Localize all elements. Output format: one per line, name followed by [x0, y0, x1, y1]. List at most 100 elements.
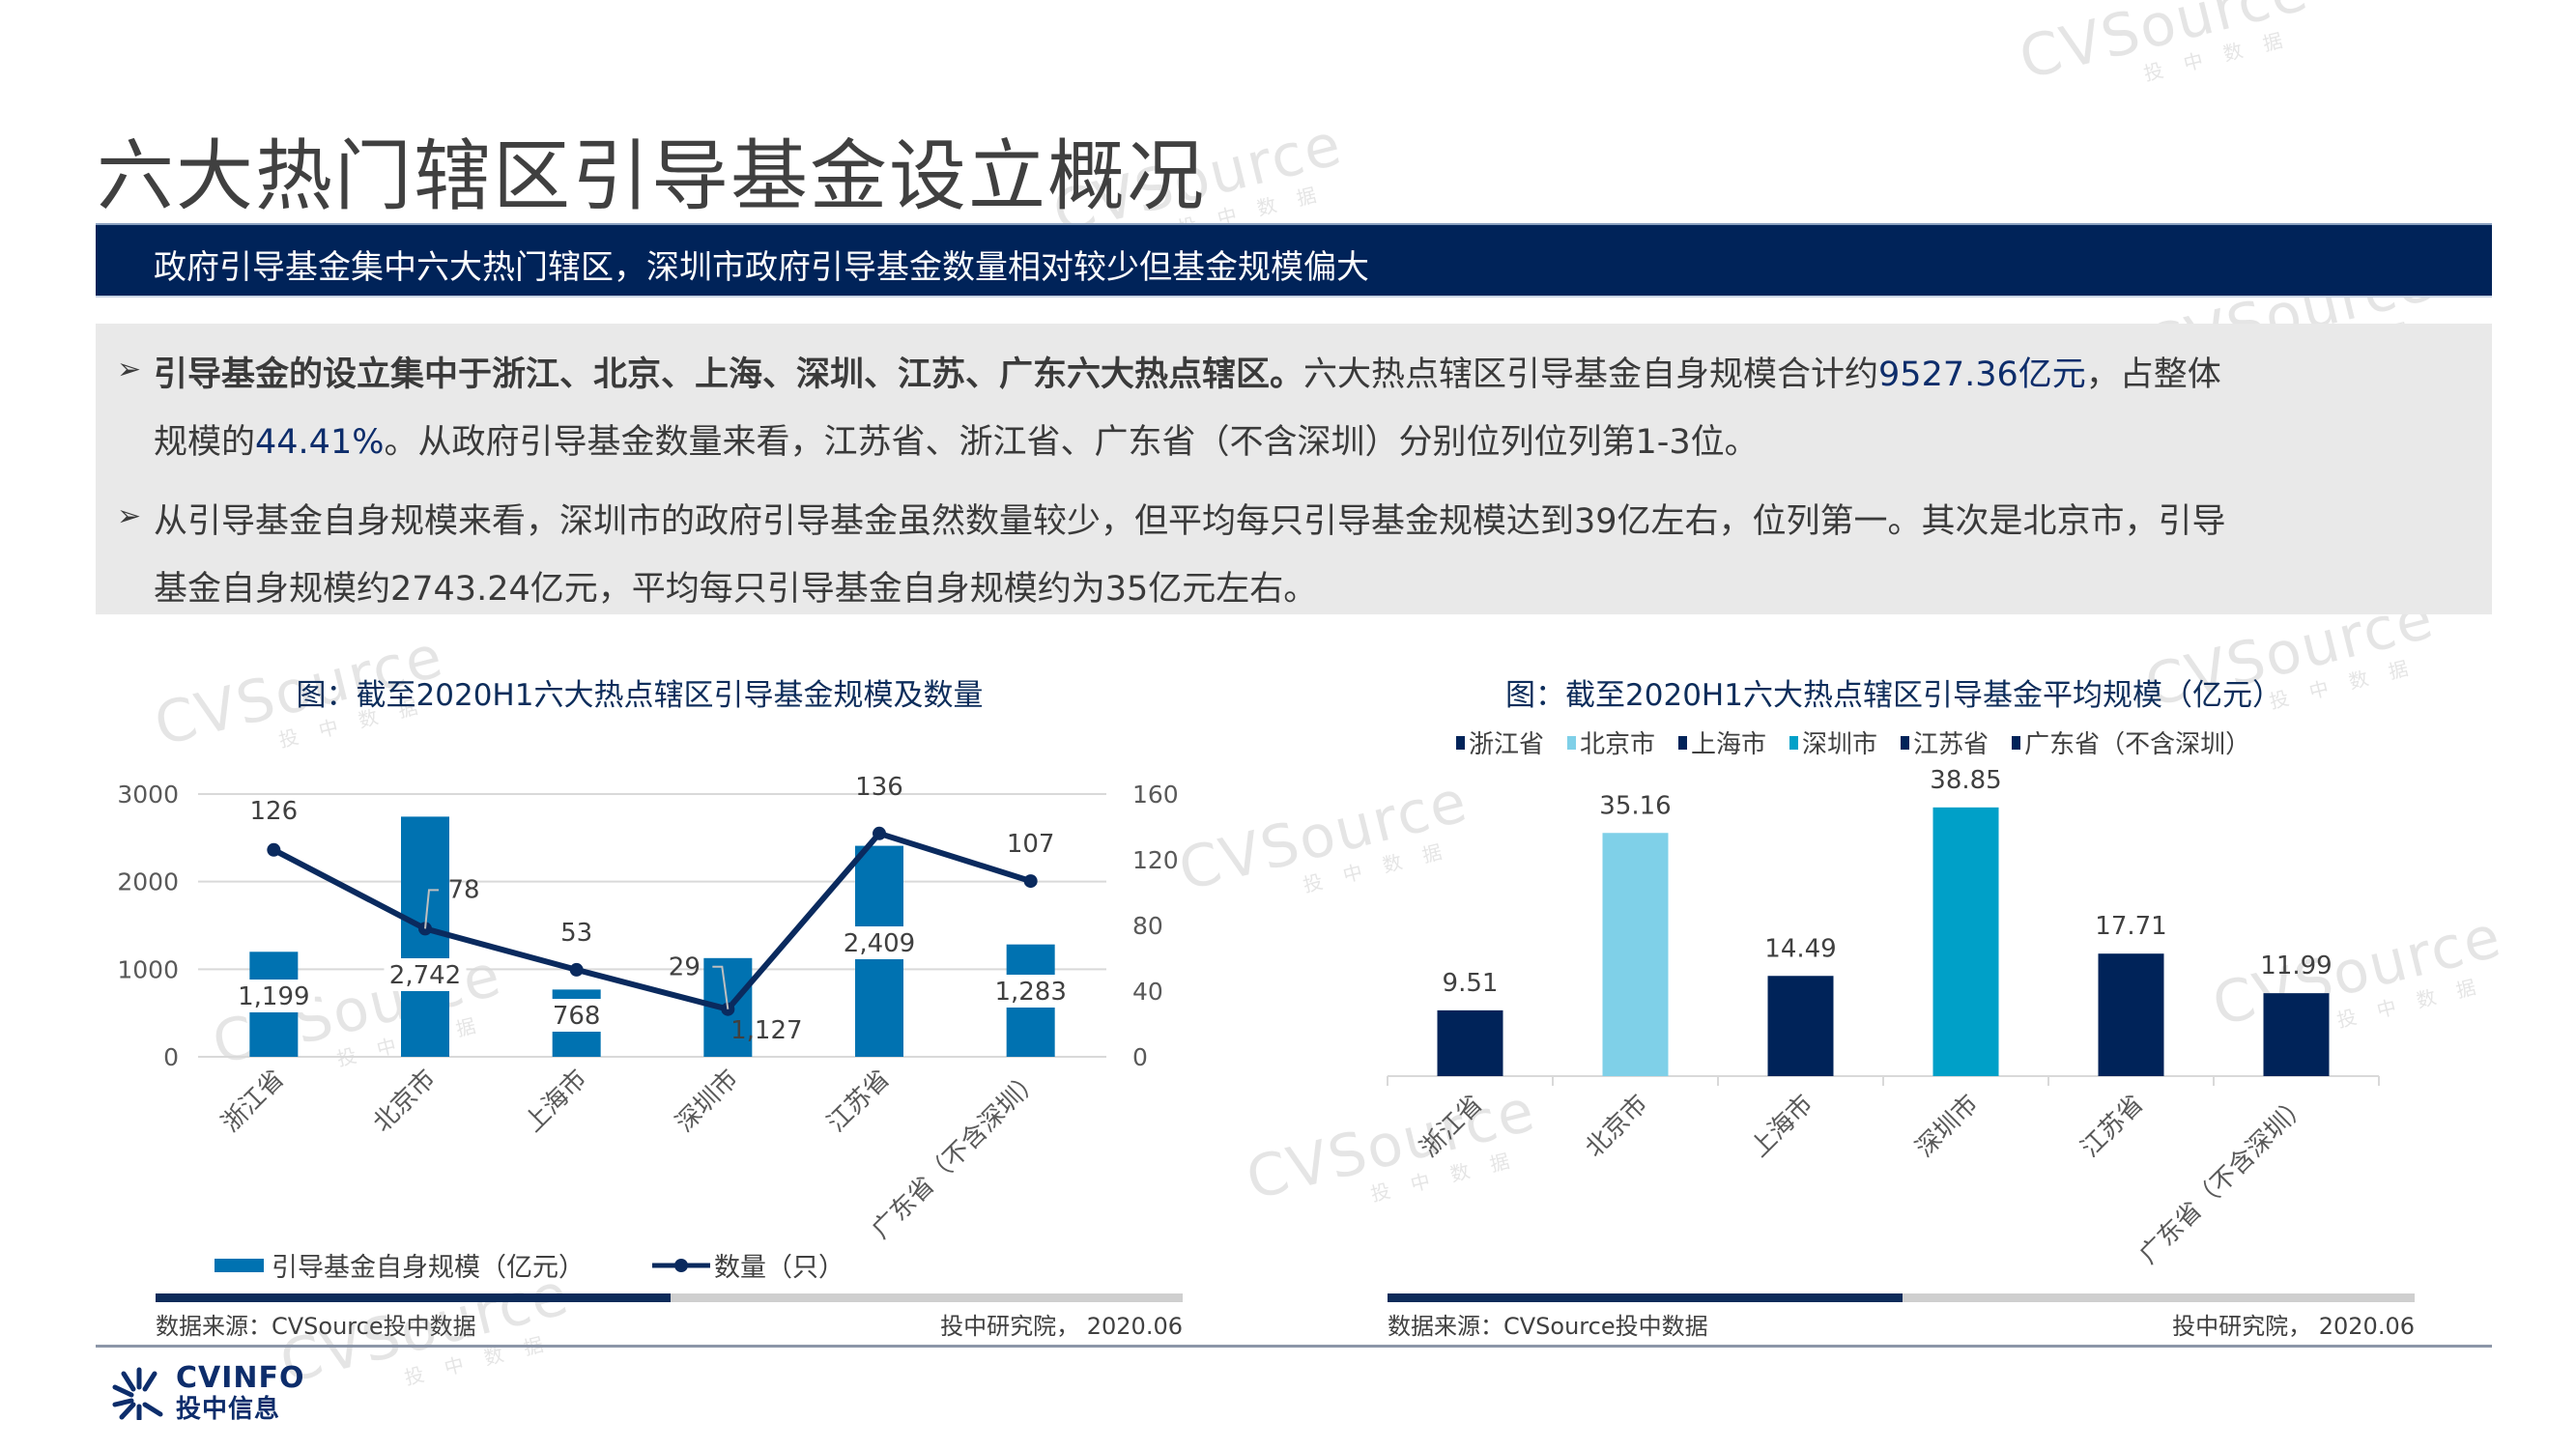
legend-item: 上海市 — [1678, 724, 1766, 760]
y-left-tick: 3000 — [117, 781, 179, 809]
y-right-tick: 80 — [1132, 912, 1163, 940]
bar-value-label: 9.51 — [1443, 969, 1499, 998]
legend-item: 江苏省 — [1901, 724, 1989, 760]
legend-label: 浙江省 — [1469, 730, 1545, 759]
bar — [1437, 1009, 1503, 1076]
line-marker — [873, 826, 886, 840]
x-category-label: 北京市 — [368, 1065, 442, 1138]
company-logo: CVINFO 投中信息 — [112, 1364, 305, 1422]
legend-label: 上海市 — [1691, 730, 1767, 759]
x-category-label: 深圳市 — [1910, 1090, 1984, 1163]
legend-label: 广东省（不含深圳） — [2024, 730, 2251, 759]
chart-title-left: 图：截至2020H1六大热点辖区引导基金规模及数量 — [296, 678, 984, 713]
legend-swatch — [1678, 735, 1688, 750]
line-marker — [569, 962, 584, 977]
summary-line: 规模的44.41%。从政府引导基金数量来看，江苏省、浙江省、广东省（不含深圳）分… — [154, 423, 1759, 462]
legend-label: 江苏省 — [1913, 730, 1989, 759]
bar-value-label: 2,409 — [844, 929, 915, 958]
legend-swatch — [1901, 735, 1910, 750]
bar-value-label: 14.49 — [1764, 934, 1836, 963]
bar-value-label: 1,127 — [730, 1016, 802, 1045]
legend-left: 引导基金自身规模（亿元） 数量（只） — [215, 1246, 844, 1284]
credit-left: 投中研究院， 2020.06 — [940, 1313, 1183, 1340]
highlight-percent: 44.41% — [255, 423, 385, 462]
line-value-label: 126 — [250, 797, 299, 826]
x-category-label: 上海市 — [519, 1065, 592, 1138]
bar-value-label: 2,742 — [389, 961, 461, 990]
legend-label: 深圳市 — [1802, 730, 1878, 759]
x-category-label: 广东省（不含深圳） — [2134, 1090, 2315, 1270]
divider-bar-light — [1903, 1293, 2415, 1302]
y-left-tick: 0 — [163, 1043, 179, 1071]
bar-value-label: 11.99 — [2260, 952, 2332, 980]
bar — [2263, 993, 2330, 1076]
legend-item: 广东省（不含深圳） — [2012, 724, 2250, 760]
y-right-tick: 0 — [1132, 1043, 1148, 1071]
bar-chart-average-scale: 9.51 浙江省 35.16 北京市 14.49 上海市 38.85 深圳市 17.71 江苏省 1… — [1387, 766, 2380, 1270]
headline-banner: 政府引导基金集中六大热门辖区，深圳市政府引导基金数量相对较少但基金规模偏大 — [96, 223, 2492, 298]
x-category-label: 浙江省 — [216, 1065, 290, 1138]
logo-text-en: CVINFO — [176, 1361, 305, 1395]
bullet-arrow-icon: ➢ — [117, 499, 142, 533]
line-marker — [267, 842, 281, 857]
page-title: 六大热门辖区引导基金设立概况 — [97, 131, 1206, 221]
bar — [2098, 953, 2164, 1076]
line-value-label: 107 — [1007, 830, 1055, 859]
bullet-arrow-icon: ➢ — [117, 353, 142, 386]
x-category-label: 浙江省 — [1415, 1090, 1488, 1163]
data-source-right: 数据来源：CVSource投中数据 — [1388, 1313, 1708, 1340]
legend-swatch — [2012, 735, 2021, 750]
legend-label: 数量（只） — [714, 1253, 844, 1283]
x-category-label: 广东省（不含深圳） — [867, 1065, 1047, 1245]
bar-value-label: 38.85 — [1930, 766, 2001, 795]
bar — [1932, 807, 1999, 1076]
y-right-tick: 160 — [1132, 781, 1179, 809]
divider-bar-light — [671, 1293, 1183, 1302]
legend-bar-swatch — [215, 1258, 264, 1272]
legend-swatch — [1567, 735, 1577, 750]
x-category-label: 深圳市 — [671, 1065, 744, 1138]
logo-text-cn: 投中信息 — [176, 1395, 281, 1424]
line-value-label: 29 — [669, 953, 701, 982]
legend-label: 北京市 — [1580, 730, 1656, 759]
bar-value-label: 768 — [553, 1002, 601, 1031]
y-left-tick: 2000 — [117, 868, 179, 896]
bar-value-label: 1,283 — [994, 978, 1066, 1007]
summary-line: 基金自身规模约2743.24亿元，平均每只引导基金自身规模约为35亿元左右。 — [154, 570, 1318, 609]
bar-value-label: 35.16 — [1599, 791, 1671, 820]
legend-right: 浙江省 北京市 上海市 深圳市 江苏省 广东省（不含深圳） — [1456, 724, 2274, 760]
x-category-label: 江苏省 — [822, 1065, 896, 1138]
legend-item: 浙江省 — [1456, 724, 1544, 760]
count-line — [272, 830, 1032, 1012]
bar-value-label: 1,199 — [238, 982, 309, 1011]
x-category-label: 北京市 — [1580, 1090, 1653, 1163]
legend-swatch — [1789, 735, 1799, 750]
legend-line-marker-icon — [652, 1258, 710, 1272]
summary-line: 引导基金的设立集中于浙江、北京、上海、深圳、江苏、广东六大热点辖区。六大热点辖区… — [154, 355, 2221, 394]
legend-label: 引导基金自身规模（亿元） — [272, 1253, 585, 1283]
highlight-total: 9527.36亿元 — [1878, 355, 2086, 394]
combo-chart-scale-count: 0 1000 2000 3000 0 40 80 120 160 1,199 2,742 768 1,1… — [117, 773, 1179, 1245]
summary-box: ➢ 引导基金的设立集中于浙江、北京、上海、深圳、江苏、广东六大热点辖区。六大热点… — [96, 324, 2492, 614]
line-value-label: 136 — [855, 773, 903, 802]
bar — [1602, 833, 1669, 1076]
credit-right: 投中研究院， 2020.06 — [2172, 1313, 2415, 1340]
bar — [1767, 976, 1834, 1076]
bar-value-label: 17.71 — [2095, 912, 2166, 941]
legend-item: 深圳市 — [1789, 724, 1877, 760]
y-right-tick: 120 — [1132, 846, 1179, 874]
summary-line: 从引导基金自身规模来看，深圳市的政府引导基金虽然数量较少，但平均每只引导基金规模… — [154, 502, 2226, 541]
footer-divider — [96, 1345, 2492, 1348]
x-category-label: 上海市 — [1745, 1090, 1818, 1163]
logo-burst-icon — [112, 1367, 163, 1420]
y-left-tick: 1000 — [117, 955, 179, 983]
line-value-label: 53 — [560, 919, 592, 948]
divider-bar-dark — [1388, 1293, 1903, 1302]
x-category-label: 江苏省 — [2075, 1090, 2149, 1163]
bar — [401, 816, 449, 1057]
divider-bar-dark — [156, 1293, 671, 1302]
data-source-left: 数据来源：CVSource投中数据 — [156, 1313, 476, 1340]
legend-swatch — [1456, 735, 1465, 750]
chart-title-right: 图：截至2020H1六大热点辖区引导基金平均规模（亿元） — [1505, 678, 2282, 713]
